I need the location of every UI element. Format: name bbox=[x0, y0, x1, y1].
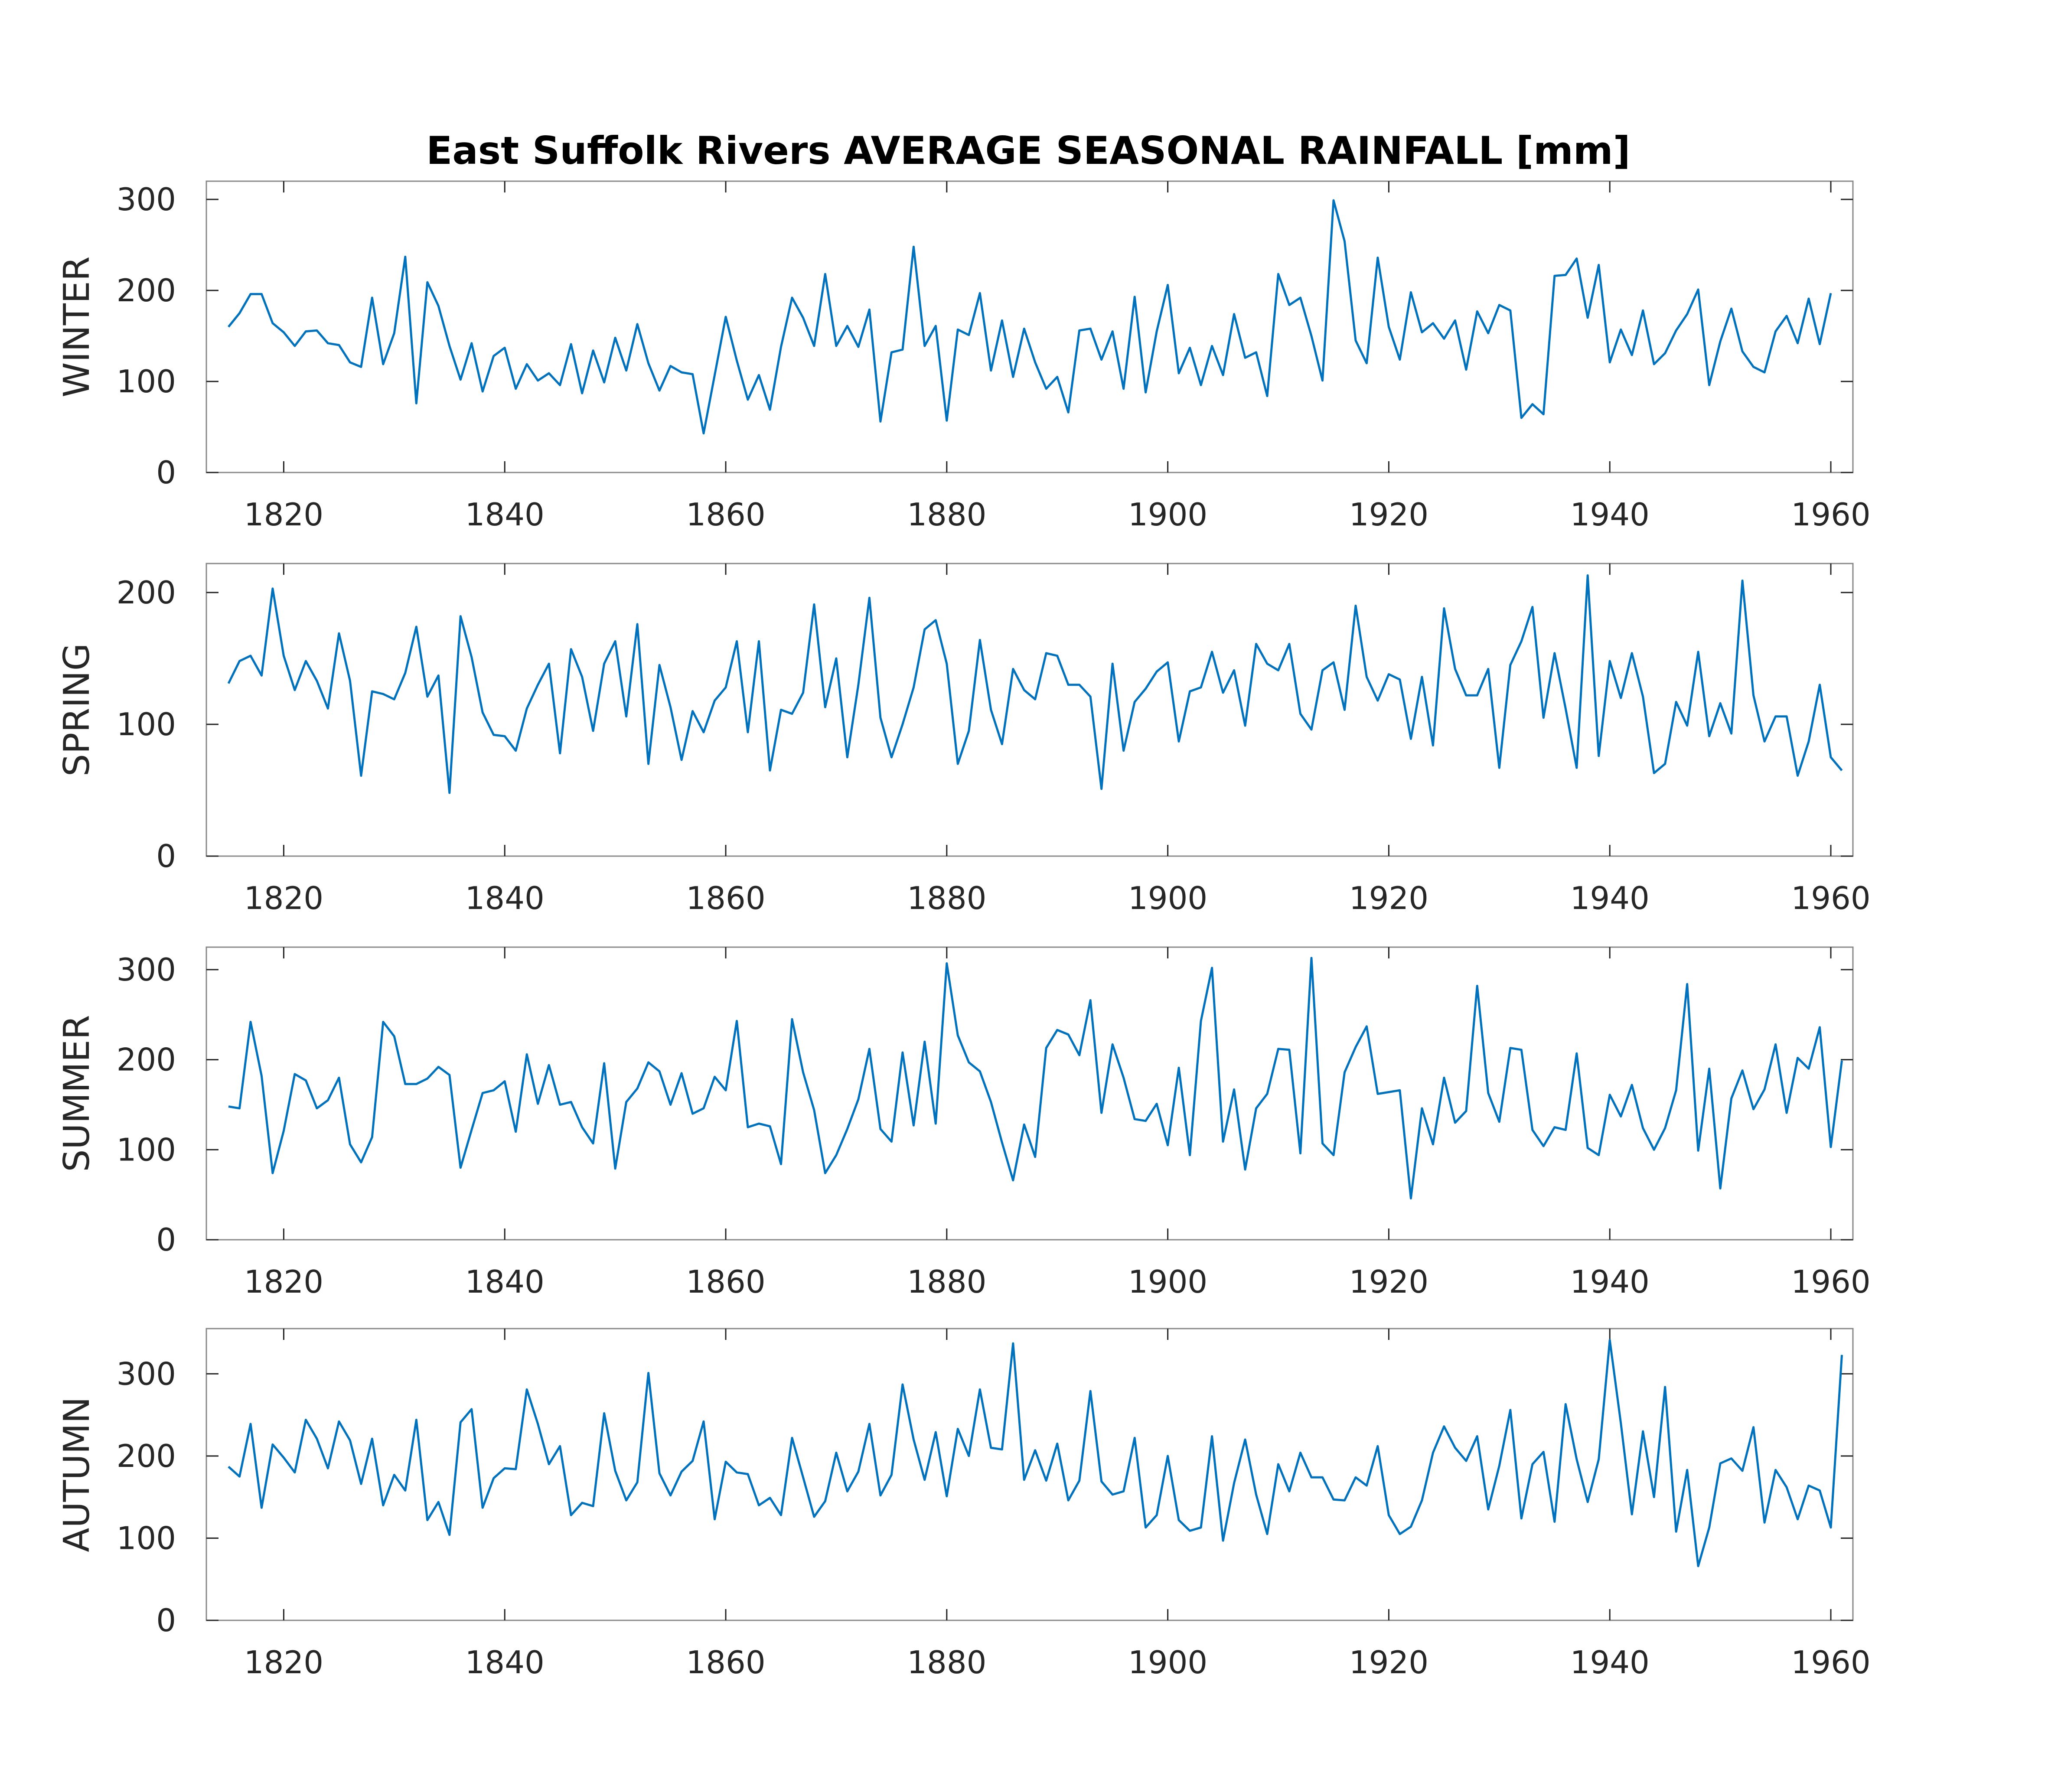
y-tick-label-spring-0: 0 bbox=[156, 838, 176, 874]
panel-frame-summer bbox=[205, 946, 1854, 1241]
x-tick-label-autumn-1880: 1880 bbox=[907, 1644, 986, 1681]
panel-autumn: 1820 1840 1860 1880 1900 1920 1940 1960 0 100 200 3… bbox=[56, 1328, 1871, 1681]
x-tick-label-autumn-1820: 1820 bbox=[244, 1644, 323, 1681]
x-tick-label-spring-1920: 1920 bbox=[1349, 880, 1428, 916]
x-tick-label-summer-1900: 1900 bbox=[1128, 1264, 1207, 1300]
x-tick-label-spring-1860: 1860 bbox=[686, 880, 765, 916]
y-tick-label-winter-300: 300 bbox=[117, 181, 176, 218]
y-axis-label-summer: SUMMER bbox=[56, 1015, 98, 1172]
series-line-autumn bbox=[228, 1339, 1843, 1567]
x-tick-label-spring-1900: 1900 bbox=[1128, 880, 1207, 916]
x-tick-label-autumn-1920: 1920 bbox=[1349, 1644, 1428, 1681]
x-tick-label-autumn-1960: 1960 bbox=[1791, 1644, 1870, 1681]
y-tick-label-spring-200: 200 bbox=[117, 574, 176, 611]
panel-winter: 1820 1840 1860 1880 1900 1920 1940 1960 0 100 200 3… bbox=[56, 180, 1871, 533]
y-tick-label-autumn-100: 100 bbox=[117, 1520, 176, 1556]
x-tick-label-spring-1880: 1880 bbox=[907, 880, 986, 916]
panel-frame-winter bbox=[205, 180, 1854, 473]
x-tick-label-winter-1900: 1900 bbox=[1128, 496, 1207, 533]
series-line-winter bbox=[228, 199, 1832, 435]
y-tick-label-winter-200: 200 bbox=[117, 272, 176, 309]
series-line-spring bbox=[227, 574, 1843, 794]
x-tick-label-spring-1840: 1840 bbox=[465, 880, 545, 916]
x-tick-label-summer-1940: 1940 bbox=[1570, 1264, 1650, 1300]
y-tick-label-summer-0: 0 bbox=[156, 1222, 176, 1258]
x-tick-label-winter-1960: 1960 bbox=[1791, 496, 1870, 533]
x-tick-label-spring-1820: 1820 bbox=[244, 880, 323, 916]
x-tick-label-autumn-1900: 1900 bbox=[1128, 1644, 1207, 1681]
x-tick-label-winter-1920: 1920 bbox=[1349, 496, 1428, 533]
x-tick-label-winter-1820: 1820 bbox=[244, 496, 323, 533]
panel-summer: 1820 1840 1860 1880 1900 1920 1940 1960 0 100 200 3… bbox=[56, 946, 1871, 1300]
panel-spring: 1820 1840 1860 1880 1900 1920 1940 1960 0 100 200 S… bbox=[56, 563, 1871, 916]
panel-frame-spring bbox=[205, 563, 1854, 857]
x-tick-label-winter-1940: 1940 bbox=[1570, 496, 1650, 533]
x-tick-label-spring-1960: 1960 bbox=[1791, 880, 1870, 916]
x-tick-label-summer-1880: 1880 bbox=[907, 1264, 986, 1300]
y-axis-label-autumn: AUTUMN bbox=[56, 1397, 98, 1552]
x-tick-label-summer-1860: 1860 bbox=[686, 1264, 765, 1300]
y-tick-label-winter-100: 100 bbox=[117, 363, 176, 400]
y-tick-label-autumn-300: 300 bbox=[117, 1355, 176, 1392]
series-line-summer bbox=[228, 957, 1843, 1199]
y-axis-label-spring: SPRING bbox=[56, 643, 98, 777]
y-tick-label-winter-0: 0 bbox=[156, 454, 176, 491]
chart-title: East Suffolk Rivers AVERAGE SEASONAL RAI… bbox=[426, 128, 1631, 173]
panels: 1820 1840 1860 1880 1900 1920 1940 1960 0 100 200 3… bbox=[56, 180, 1871, 1681]
x-tick-label-autumn-1840: 1840 bbox=[465, 1644, 545, 1681]
y-tick-label-summer-100: 100 bbox=[117, 1131, 176, 1168]
x-tick-label-winter-1880: 1880 bbox=[907, 496, 986, 533]
y-tick-label-autumn-0: 0 bbox=[156, 1602, 176, 1639]
x-tick-label-autumn-1860: 1860 bbox=[686, 1644, 765, 1681]
x-tick-label-summer-1840: 1840 bbox=[465, 1264, 545, 1300]
y-tick-label-summer-300: 300 bbox=[117, 951, 176, 988]
y-tick-label-spring-100: 100 bbox=[117, 706, 176, 743]
panel-frame-autumn bbox=[205, 1328, 1854, 1621]
y-tick-label-autumn-200: 200 bbox=[117, 1438, 176, 1474]
x-tick-label-winter-1860: 1860 bbox=[686, 496, 765, 533]
x-tick-label-autumn-1940: 1940 bbox=[1570, 1644, 1650, 1681]
x-tick-label-spring-1940: 1940 bbox=[1570, 880, 1650, 916]
y-tick-label-summer-200: 200 bbox=[117, 1042, 176, 1078]
y-axis-label-winter: WINTER bbox=[56, 256, 98, 397]
x-tick-label-winter-1840: 1840 bbox=[465, 496, 545, 533]
x-tick-label-summer-1820: 1820 bbox=[244, 1264, 323, 1300]
x-tick-label-summer-1920: 1920 bbox=[1349, 1264, 1428, 1300]
x-tick-label-summer-1960: 1960 bbox=[1791, 1264, 1870, 1300]
